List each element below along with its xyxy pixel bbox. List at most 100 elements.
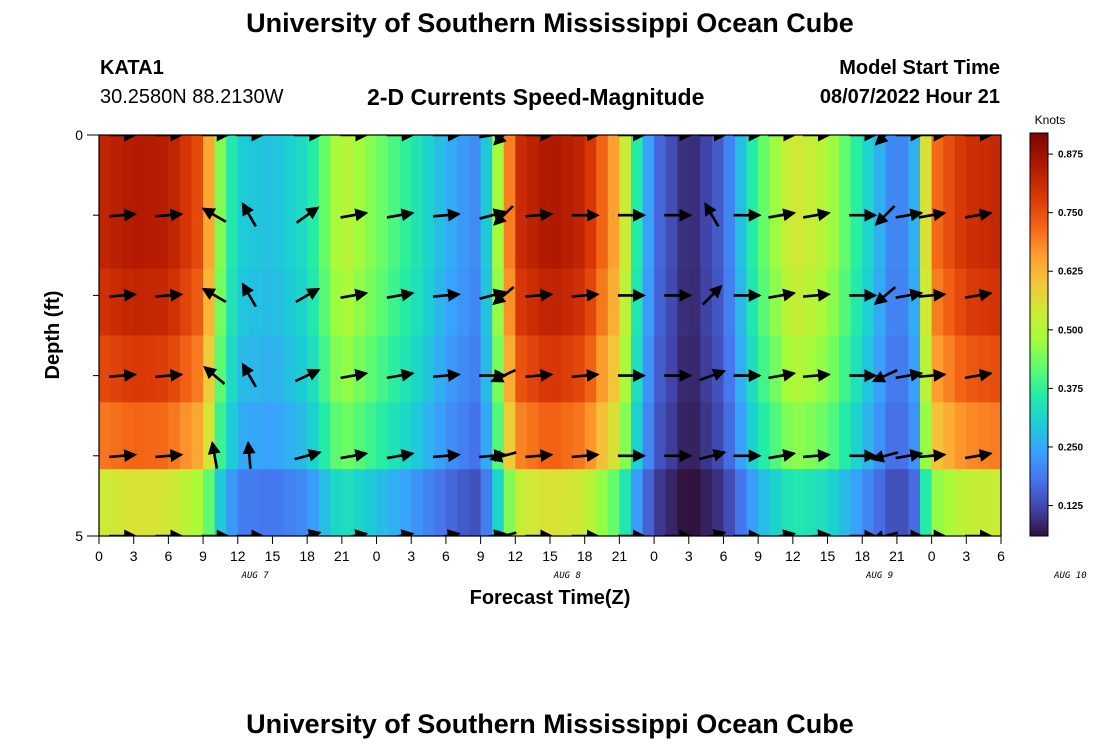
heatmap-cell [804,469,817,536]
heatmap-cell [966,469,979,536]
current-vector [490,368,517,383]
heatmap-cell [526,268,540,337]
heatmap-cell [260,268,274,337]
heatmap-cell [260,402,274,470]
heatmap-cell [908,402,921,470]
heatmap-cell [445,268,459,337]
heatmap-cell [434,135,447,203]
heatmap-cell [642,201,655,270]
heatmap-cell [873,335,886,403]
x-tick-label: 3 [407,548,415,564]
heatmap-cell [191,268,204,337]
heatmap-cell [654,135,667,203]
heatmap-cell [376,335,389,403]
heatmap-cell [815,335,829,403]
heatmap-cell [954,402,967,470]
current-vector [802,529,831,536]
colorbar-tick-label: 0.375 [1058,384,1083,395]
current-vector [873,286,897,306]
heatmap-cell [758,469,771,536]
heatmap-cell [885,469,898,536]
heatmap-cell [122,135,135,203]
current-vector [294,368,321,383]
heatmap-cell [145,335,158,403]
heatmap-cell [388,135,401,203]
current-vector [386,449,415,462]
heatmap-cell [850,201,863,270]
heatmap-cell [249,335,262,403]
heatmap-cell [214,268,227,337]
heatmap-cell [249,469,262,536]
current-vector [871,368,898,383]
y-axis: 05 [75,127,99,544]
heatmap-cell [515,402,528,470]
heatmap-cell [781,135,794,203]
heatmap-cell [619,201,632,270]
current-vector [340,449,369,462]
page-title: University of Southern Mississippi Ocean… [246,8,854,38]
current-vector [525,449,554,463]
current-vector [918,208,947,222]
heatmap-cell [954,268,967,337]
current-vector [701,284,723,306]
heatmap-cell [619,402,632,470]
heatmap-cell [827,268,840,337]
heatmap-cell [642,135,655,203]
heatmap-cell [237,402,250,470]
heatmap-cell [920,335,933,403]
current-vector [895,208,924,222]
heatmap-cell [318,335,331,403]
heatmap-cell [226,469,239,536]
heatmap-cell [133,268,146,337]
heatmap-cell [260,469,274,536]
heatmap-cell [99,335,112,403]
heatmap-cell [191,135,204,203]
heatmap-cell [422,201,435,270]
current-vector [109,449,138,463]
current-vector [768,288,797,302]
heatmap-cell [156,335,169,403]
heatmap-cell [388,201,401,270]
heatmap-cell [989,201,1001,270]
colorbar-tick-label: 0.625 [1058,267,1083,278]
heatmap-cell [318,469,331,536]
current-vector [295,287,321,304]
heatmap-cell [920,201,933,270]
x-tick-label: 21 [889,548,905,564]
heatmap-cell [781,201,794,270]
heatmap-cell [284,335,297,403]
heatmap-cell [908,201,921,270]
x-tick-label: 3 [130,548,138,564]
heatmap-cell [179,268,193,337]
heatmap-cell [538,335,551,403]
heatmap-cell [804,335,817,403]
y-tick-label: 5 [75,528,83,544]
heatmap-cell [619,335,632,403]
heatmap-cell [688,469,701,536]
heatmap-cell [573,201,586,270]
heatmap-cell [792,335,806,403]
heatmap-cell [550,335,563,403]
heatmap-cell [839,469,852,536]
heatmap-cell [966,201,979,270]
heatmap-cell [341,268,355,337]
x-tick-label: 3 [685,548,693,564]
heatmap-cell [249,402,262,470]
heatmap-cell [469,135,482,203]
heatmap-cell [630,335,644,403]
heatmap-cell [827,201,840,270]
heatmap-cell [596,335,609,403]
heatmap-cell [237,335,250,403]
current-vector [964,449,993,462]
heatmap-cell [492,469,505,536]
current-vector [201,287,227,304]
current-vector [295,206,320,224]
current-vector [768,449,797,462]
heatmap-cell [700,335,713,403]
heatmap-cell [237,201,250,270]
heatmap-cell [769,335,782,403]
heatmap-cell [931,469,944,536]
current-vector [802,449,831,463]
heatmap-cell [688,335,701,403]
heatmap-cell [480,469,493,536]
